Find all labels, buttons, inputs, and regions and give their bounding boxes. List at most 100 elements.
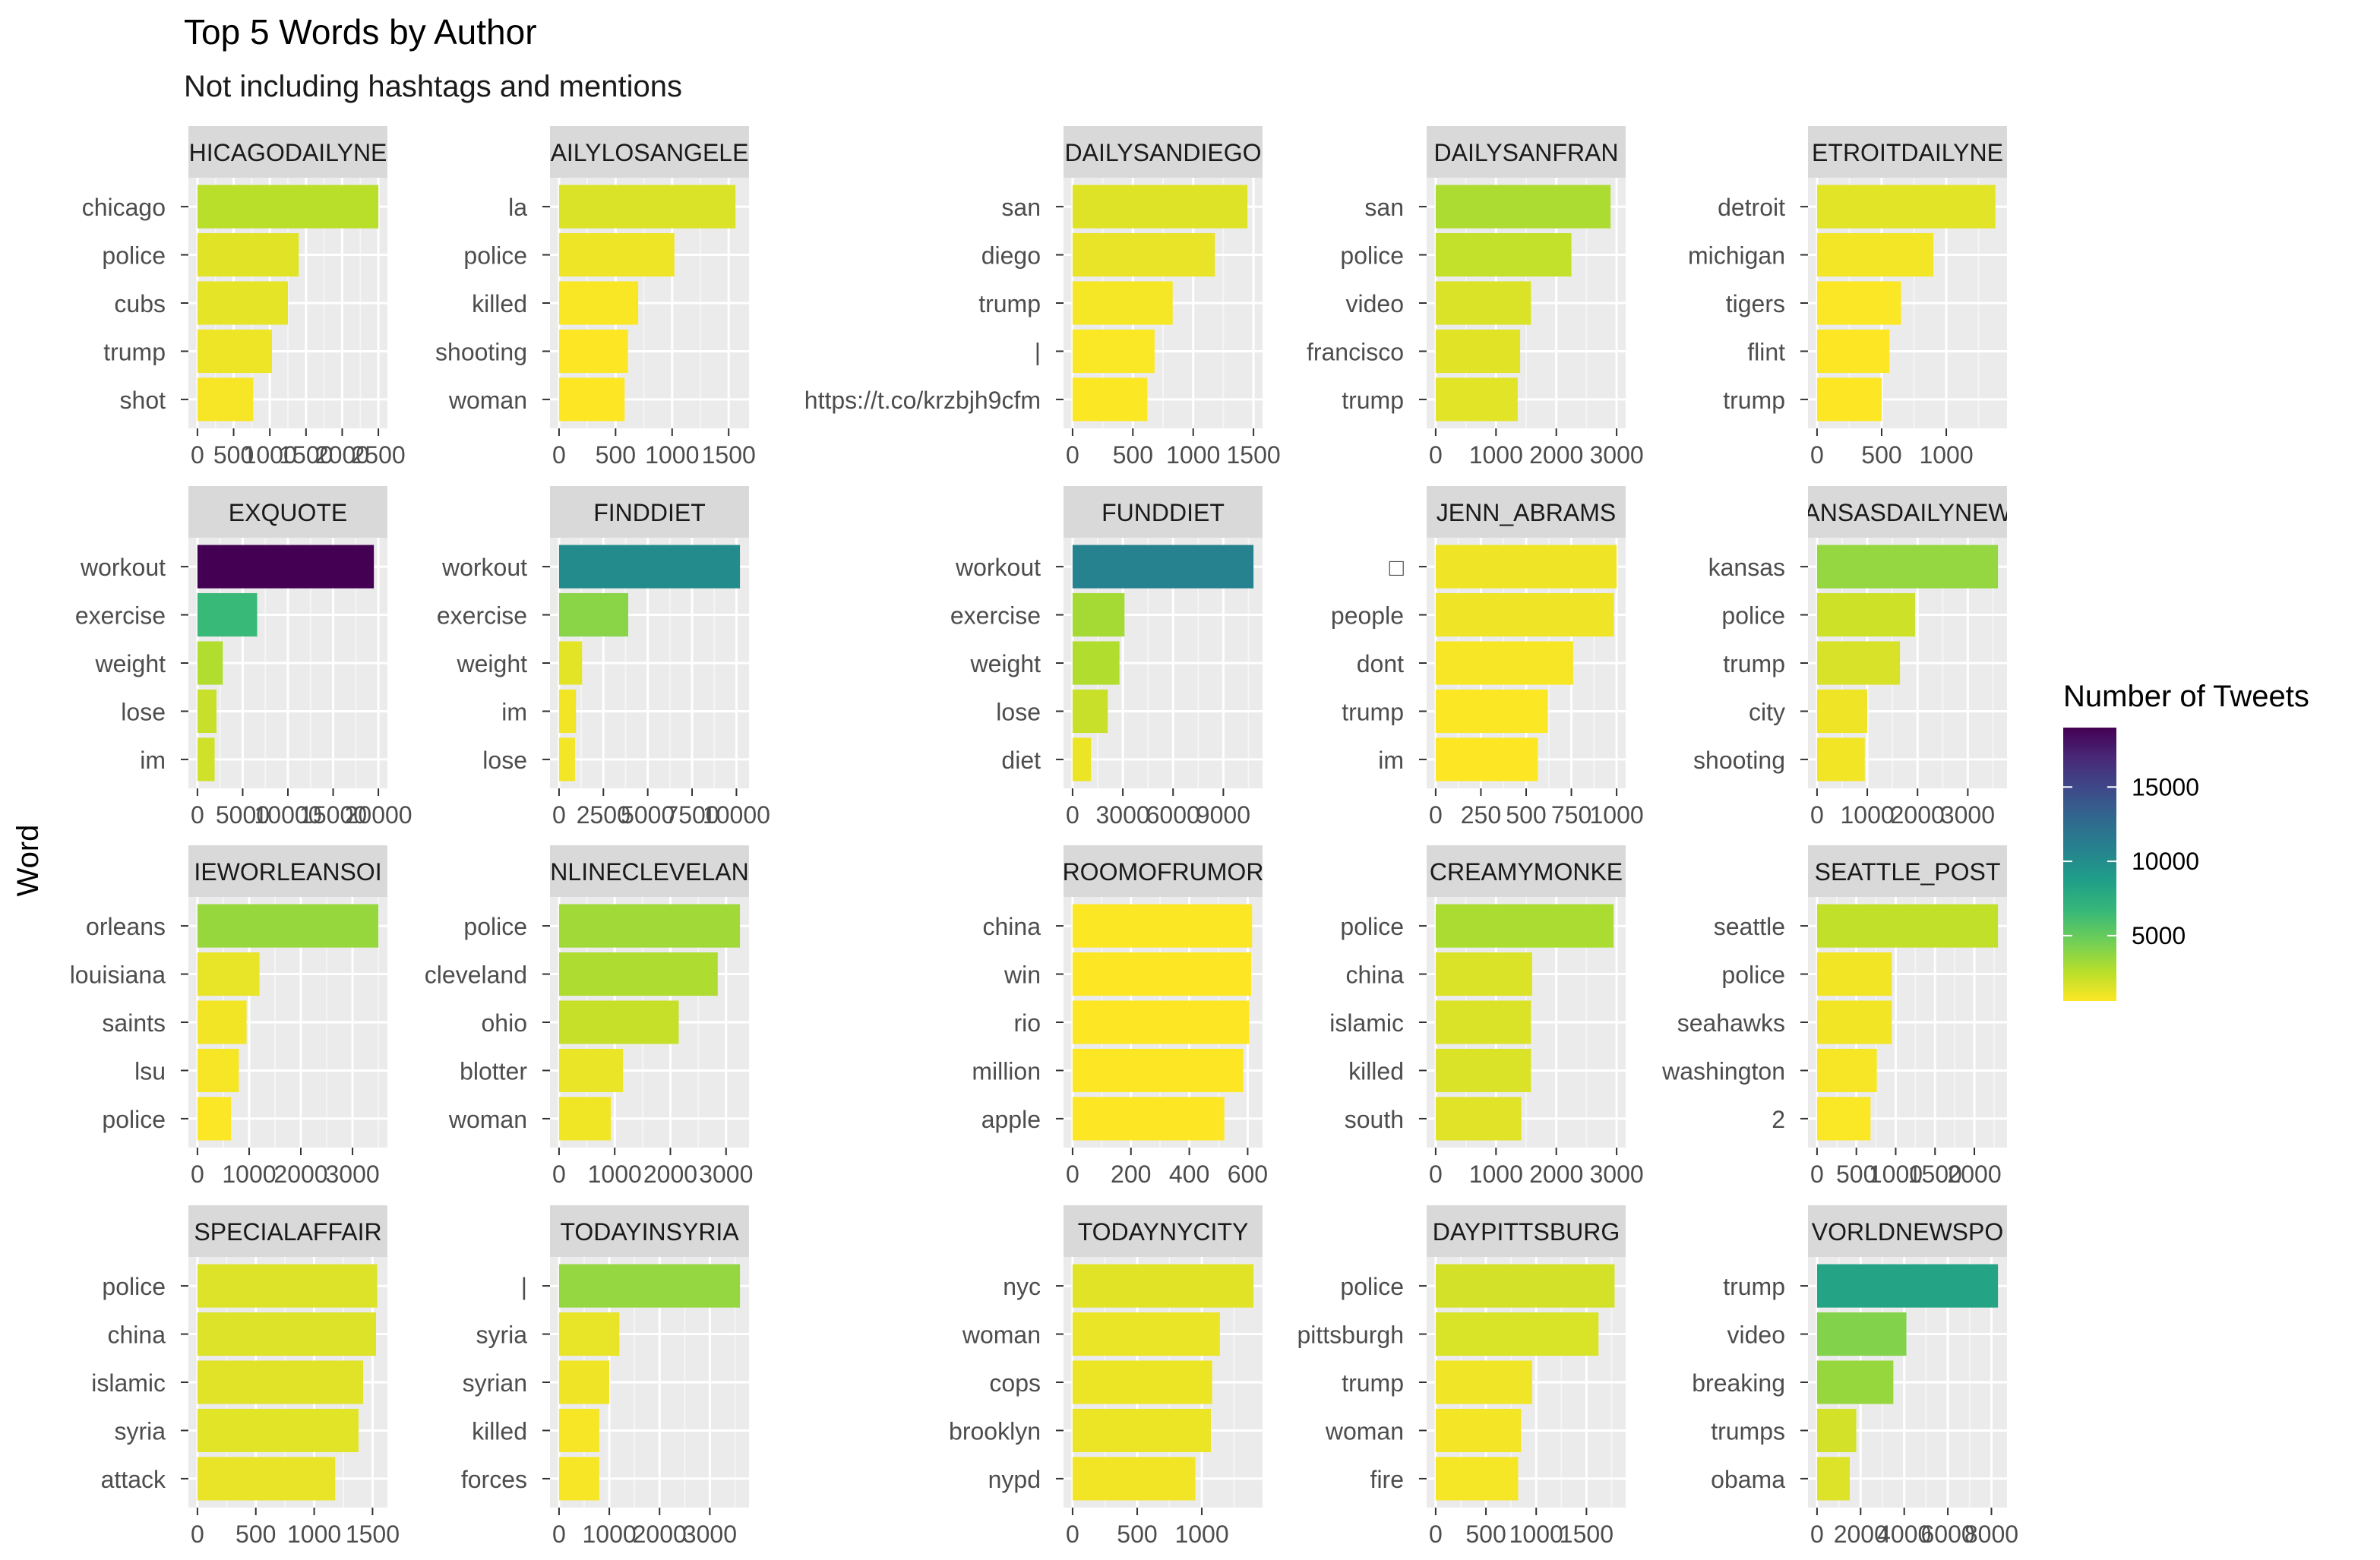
- bar: [1072, 952, 1252, 996]
- bar: [1072, 185, 1248, 229]
- x-tick-label: 6000: [1920, 1521, 1974, 1548]
- x-tick-label: 500: [235, 1521, 276, 1548]
- legend-tick-label: 5000: [2132, 922, 2186, 949]
- bar: [558, 232, 675, 277]
- category-label: workout: [441, 554, 527, 581]
- bar: [197, 1000, 247, 1044]
- facet-strip: [188, 1205, 387, 1257]
- bar: [1816, 1264, 1999, 1308]
- facet-panel: HICAGODAILYNE chicago police cubs trump shot 0…: [82, 126, 406, 469]
- bar: [197, 1312, 377, 1356]
- facet-strip-label: VORLDNEWSPO: [1812, 1218, 2003, 1246]
- category-label: trump: [103, 338, 166, 365]
- x-tick-label: 0: [1429, 441, 1443, 469]
- bar: [197, 641, 223, 685]
- bar: [1072, 281, 1173, 325]
- bar: [1072, 641, 1120, 685]
- facet-strip: [1427, 126, 1626, 178]
- x-tick-label: 500: [1506, 801, 1546, 829]
- x-tick-label: 500: [596, 441, 636, 469]
- category-label: breaking: [1692, 1369, 1785, 1397]
- category-label: syrian: [463, 1369, 527, 1397]
- category-label: cops: [989, 1369, 1041, 1397]
- category-label: |: [1035, 338, 1041, 365]
- x-tick-label: 500: [1836, 1161, 1876, 1188]
- x-tick-label: 0: [1810, 1521, 1824, 1548]
- category-label: trump: [1723, 1273, 1785, 1300]
- facet-strip: [1427, 845, 1626, 897]
- facet-panel: SPECIALAFFAIR police china islamic syria atta…: [91, 1205, 400, 1548]
- facet-panel: DAYPITTSBURG police pittsburgh trump woman fi…: [1297, 1205, 1626, 1548]
- x-tick-label: 500: [1113, 441, 1153, 469]
- facet-panel: IEWORLEANSOI orleans louisiana saints lsu pol…: [70, 845, 387, 1188]
- bar: [1816, 1360, 1894, 1404]
- facet-strip: [1808, 1205, 2007, 1257]
- category-label: saints: [102, 1009, 166, 1037]
- bar: [197, 689, 217, 734]
- x-tick-label: 2000: [1891, 801, 1945, 829]
- bar: [1072, 904, 1253, 948]
- facet-panel: ROOMOFRUMOR china win rio million apple 0 200 40…: [972, 845, 1268, 1188]
- bar: [558, 185, 736, 229]
- x-tick-label: 0: [1810, 441, 1824, 469]
- x-tick-label: 1500: [1226, 441, 1280, 469]
- facet-panel: FUNDDIET workout exercise weight lose diet 0 30…: [950, 486, 1263, 829]
- bar: [558, 952, 718, 996]
- bar: [197, 1264, 378, 1308]
- facet-strip-label: ROOMOFRUMOR: [1063, 858, 1264, 886]
- bar: [1435, 952, 1532, 996]
- category-label: forces: [461, 1466, 527, 1493]
- legend-tick-label: 15000: [2132, 773, 2199, 801]
- facet-strip: [1808, 845, 2007, 897]
- legend-title: Number of Tweets: [2063, 680, 2309, 713]
- facet-strip-label: NLINECLEVELAN: [550, 858, 748, 886]
- facet-strip: [188, 845, 387, 897]
- bar: [1435, 1360, 1532, 1404]
- category-label: win: [1004, 962, 1041, 989]
- facet-strip-label: AILYLOSANGELE: [551, 139, 749, 166]
- facet-strip-label: FUNDDIET: [1102, 499, 1225, 526]
- category-label: |: [521, 1273, 527, 1300]
- bar: [197, 377, 254, 422]
- category-label: blotter: [460, 1057, 527, 1085]
- bar: [1816, 1457, 1850, 1501]
- category-label: attack: [101, 1466, 166, 1493]
- category-label: woman: [448, 387, 527, 414]
- facet-strip-label: DAILYSANDIEGO: [1064, 139, 1261, 166]
- facet-strip: [1427, 1205, 1626, 1257]
- bar: [1072, 737, 1092, 782]
- facet-strip: [550, 486, 749, 538]
- x-tick-label: 0: [1066, 801, 1079, 829]
- x-tick-label: 1000: [1509, 1521, 1563, 1548]
- bar: [197, 1097, 232, 1141]
- x-tick-label: 5000: [621, 801, 675, 829]
- category-label: seahawks: [1677, 1009, 1785, 1037]
- category-label: louisiana: [70, 962, 166, 989]
- bar: [1816, 281, 1901, 325]
- bar: [558, 1264, 741, 1308]
- category-label: washington: [1661, 1057, 1785, 1085]
- x-tick-label: 0: [191, 801, 204, 829]
- category-label: weight: [970, 650, 1041, 677]
- facet-strip: [550, 126, 749, 178]
- bar: [1816, 592, 1915, 637]
- bar: [1816, 1408, 1857, 1453]
- bar: [1816, 1097, 1871, 1141]
- x-tick-label: 400: [1169, 1161, 1209, 1188]
- category-label: fire: [1370, 1466, 1404, 1493]
- bar: [1816, 737, 1865, 782]
- x-tick-label: 1500: [346, 1521, 400, 1548]
- bar: [1816, 1000, 1892, 1044]
- category-label: shooting: [435, 338, 527, 365]
- bar: [1072, 689, 1108, 734]
- facet-strip: [1808, 486, 2007, 538]
- x-tick-label: 1000: [645, 441, 699, 469]
- x-tick-label: 0: [191, 1521, 204, 1548]
- bar: [197, 232, 299, 277]
- x-tick-label: 1000: [287, 1521, 341, 1548]
- x-tick-label: 2000: [1529, 1161, 1583, 1188]
- bar: [197, 592, 258, 637]
- category-label: lsu: [134, 1057, 166, 1085]
- x-tick-label: 1000: [1869, 1161, 1923, 1188]
